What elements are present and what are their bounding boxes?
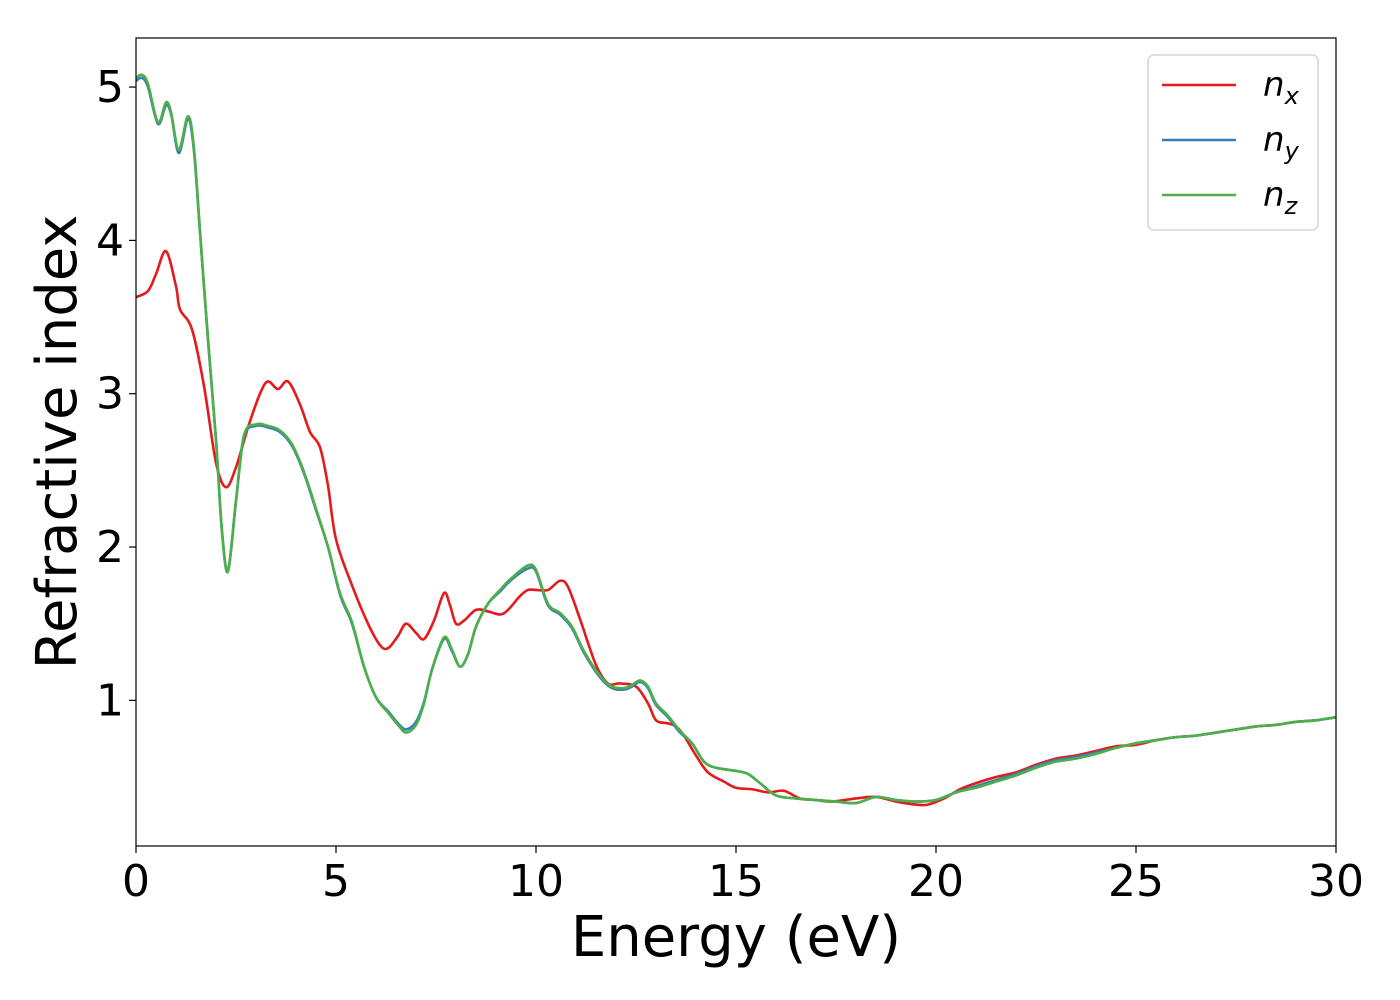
x-tick-label: 15 xyxy=(708,856,764,907)
x-tick-label: 0 xyxy=(122,856,150,907)
legend-label-n-y: ny xyxy=(1263,120,1300,165)
y-tick-label: 1 xyxy=(96,675,124,726)
x-tick-label: 5 xyxy=(322,856,350,907)
x-axis-title: Energy (eV) xyxy=(571,905,901,970)
y-tick-label: 4 xyxy=(96,215,124,266)
legend: nx ny nz xyxy=(1147,54,1319,231)
y-tick-label: 2 xyxy=(96,522,124,573)
x-tick-label: 10 xyxy=(508,856,564,907)
y-axis: 1 2 3 4 5 xyxy=(96,62,136,726)
x-tick-label: 30 xyxy=(1308,856,1364,907)
legend-box xyxy=(1147,54,1319,231)
x-tick-label: 20 xyxy=(908,856,964,907)
y-tick-label: 5 xyxy=(96,62,124,113)
series-line-n-z xyxy=(136,73,1336,805)
x-axis: 0 5 10 15 20 25 30 xyxy=(122,846,1364,907)
x-tick-label: 25 xyxy=(1108,856,1164,907)
y-tick-label: 3 xyxy=(96,369,124,420)
series-line-n-x xyxy=(136,249,1336,807)
legend-label-n-z: nz xyxy=(1263,175,1299,220)
y-axis-title: Refractive index xyxy=(25,215,90,670)
series-layer xyxy=(136,73,1336,807)
plot-background xyxy=(136,38,1336,846)
legend-label-n-x: nx xyxy=(1263,65,1300,110)
